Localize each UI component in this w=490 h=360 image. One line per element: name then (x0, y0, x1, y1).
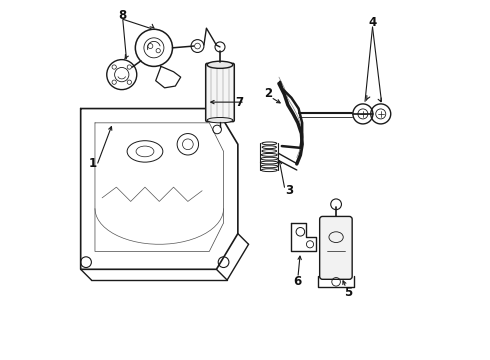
Text: 5: 5 (344, 286, 353, 299)
Ellipse shape (207, 117, 233, 123)
Text: 3: 3 (286, 184, 294, 197)
Text: 8: 8 (119, 9, 127, 22)
FancyBboxPatch shape (206, 63, 234, 122)
Ellipse shape (207, 61, 233, 68)
Text: 7: 7 (235, 96, 243, 109)
Text: 4: 4 (368, 16, 377, 29)
FancyBboxPatch shape (319, 216, 352, 279)
Text: 6: 6 (294, 275, 302, 288)
Text: 1: 1 (89, 157, 97, 170)
Text: 2: 2 (264, 87, 272, 100)
